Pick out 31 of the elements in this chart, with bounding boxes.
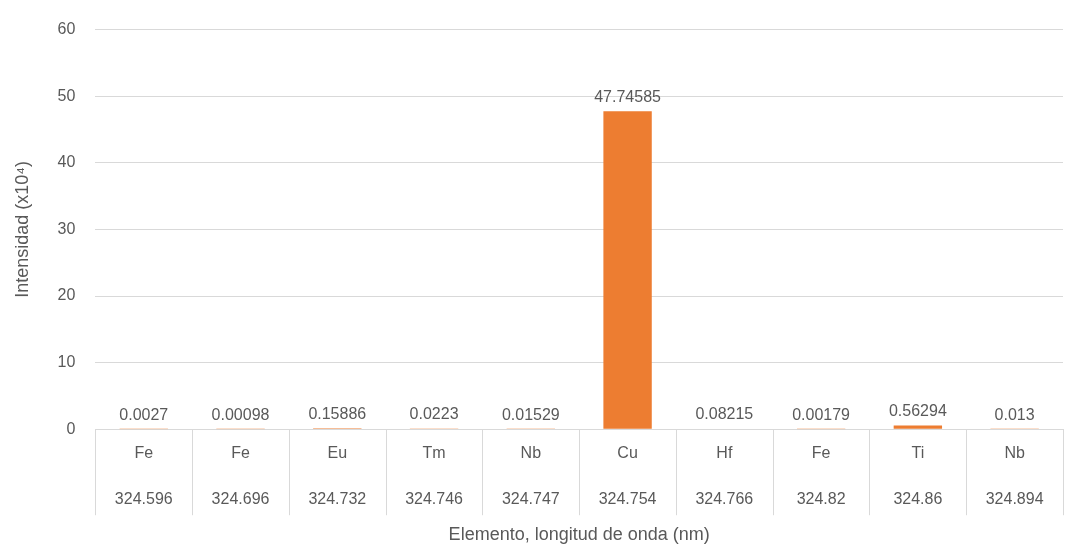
data-label: 47.74585 <box>594 87 662 105</box>
data-label: 0.0223 <box>409 405 459 423</box>
category-label: Eu 324.732 <box>308 444 367 508</box>
data-label: 0.15886 <box>308 404 367 422</box>
y-tick-label: 10 <box>57 353 76 371</box>
bar <box>603 111 652 429</box>
data-label: 0.08215 <box>695 405 754 423</box>
category-label: Ti 324.86 <box>893 444 943 508</box>
data-label: 0.56294 <box>888 401 947 419</box>
y-axis-title: Intensidad (x10⁴) <box>11 160 32 298</box>
y-tick-label: 60 <box>57 20 76 38</box>
y-tick-label: 30 <box>57 219 76 237</box>
data-label: 0.00179 <box>792 405 851 423</box>
data-label: 0.01529 <box>501 405 560 423</box>
y-tick-label: 20 <box>57 286 76 304</box>
category-label: Nb 324.747 <box>501 444 560 508</box>
category-label: Fe 324.696 <box>211 444 270 508</box>
category-label: Fe 324.596 <box>114 444 173 508</box>
x-axis-title: Elemento, longitud de onda (nm) <box>448 524 710 545</box>
bar <box>893 425 943 429</box>
y-tick-label: 0 <box>66 419 76 437</box>
category-label: Tm 324.746 <box>405 444 463 508</box>
data-label: 0.013 <box>994 405 1035 423</box>
y-tick-label: 40 <box>57 153 76 171</box>
category-label: Hf 324.766 <box>695 444 754 508</box>
category-label: Nb 324.894 <box>985 444 1044 508</box>
data-label: 0.00098 <box>211 405 270 423</box>
category-label: Cu 324.754 <box>598 444 657 508</box>
category-label: Fe 324.82 <box>796 444 846 508</box>
y-tick-label: 50 <box>57 86 76 104</box>
data-label: 0.0027 <box>119 405 169 423</box>
